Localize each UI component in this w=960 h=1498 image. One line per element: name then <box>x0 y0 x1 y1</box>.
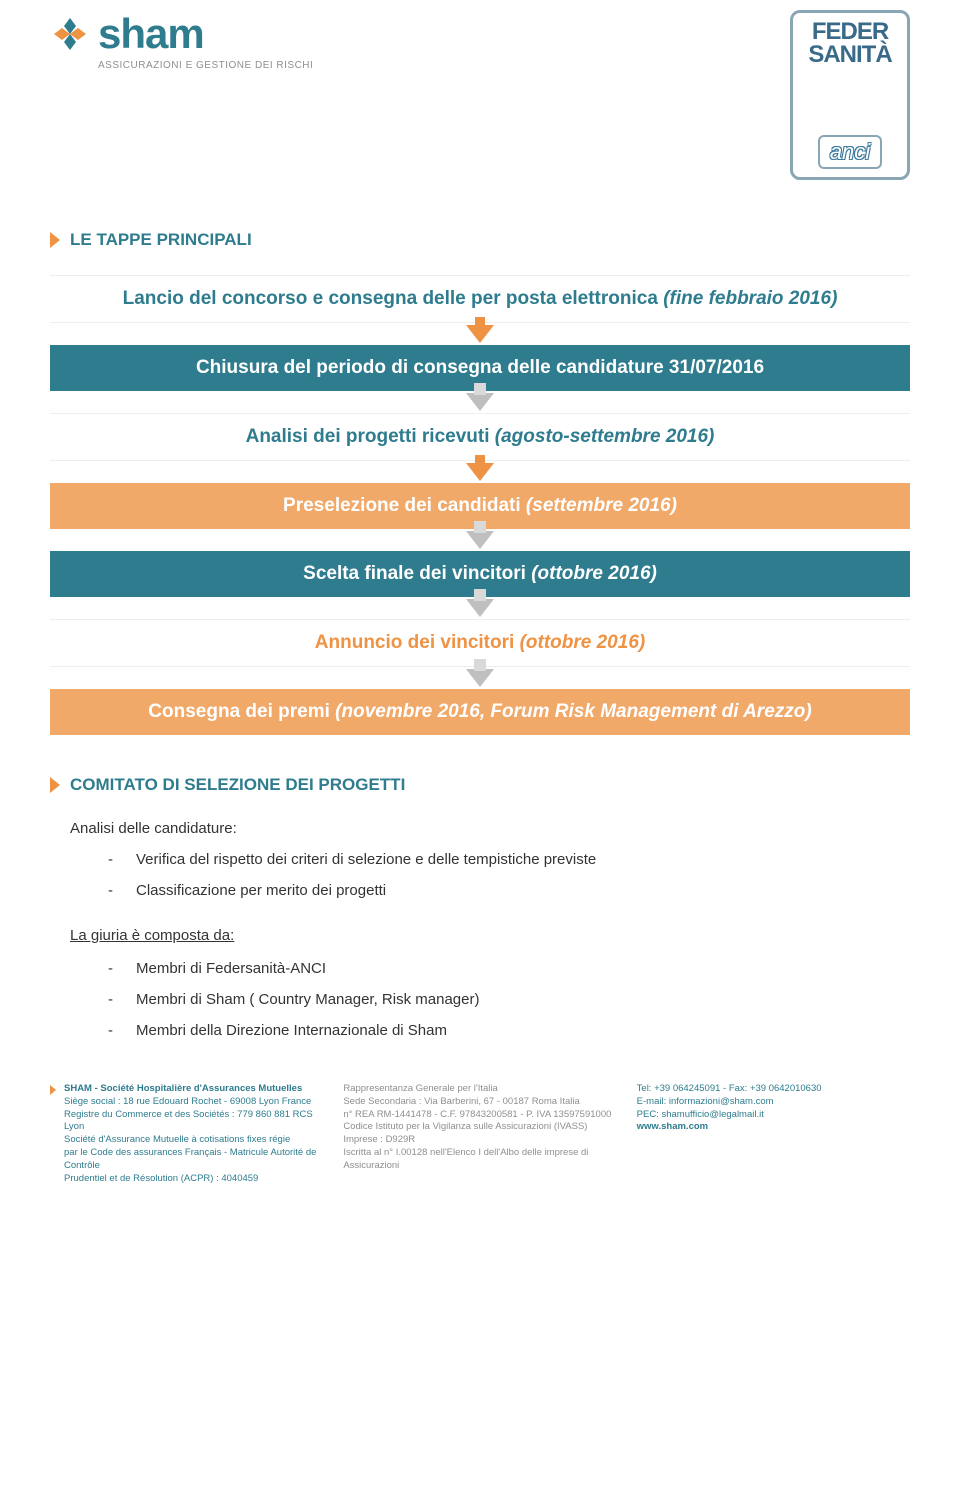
footer-line: Sede Secondaria : Via Barberini, 67 - 00… <box>343 1096 616 1109</box>
bullet-dash: - <box>108 851 118 868</box>
footer-col-middle: Rappresentanza Generale per l'ItaliaSede… <box>343 1083 616 1173</box>
flow-step-main: Annuncio dei vincitori <box>315 632 520 653</box>
footer-line: PEC: shamufficio@legalmail.it <box>637 1109 910 1122</box>
footer-line: Siège social : 18 rue Edouard Rochet - 6… <box>64 1096 323 1109</box>
heading-tappe: LE TAPPE PRINCIPALI <box>70 230 252 250</box>
footer-line: Tel: +39 064245091 - Fax: +39 0642010630 <box>637 1083 910 1096</box>
footer-line: Société d'Assurance Mutuelle à cotisatio… <box>64 1134 323 1147</box>
analysis-label: Analisi delle candidature: <box>70 820 910 837</box>
footer-line: par le Code des assurances Français - Ma… <box>64 1147 323 1173</box>
analysis-bullets: - Verifica del rispetto dei criteri di se… <box>108 851 910 899</box>
bullet-dash: - <box>108 960 118 977</box>
feder-anci: anci <box>818 135 882 169</box>
chevron-icon <box>50 1085 56 1095</box>
flow-step-main: Chiusura del periodo di consegna delle c… <box>196 357 764 378</box>
sham-logo: sham ASSICURAZIONI E GESTIONE DEI RISCHI <box>50 10 313 71</box>
footer-col-right: Tel: +39 064245091 - Fax: +39 0642010630… <box>637 1083 910 1134</box>
sham-tagline: ASSICURAZIONI E GESTIONE DEI RISCHI <box>98 60 313 71</box>
footer-line: Prudentiel et de Résolution (ACPR) : 404… <box>64 1173 323 1186</box>
flow-step-date: (settembre 2016) <box>526 495 677 516</box>
bullet-dash: - <box>108 1022 118 1039</box>
flow-diagram: Lancio del concorso e consegna delle per… <box>50 275 910 735</box>
footer-line: Iscritta al n° I.00128 nell'Elenco I del… <box>343 1147 616 1173</box>
bullet-item: - Membri di Sham ( Country Manager, Risk … <box>108 991 910 1008</box>
sham-icon <box>50 14 90 54</box>
section-heading-tappe: LE TAPPE PRINCIPALI <box>50 230 910 250</box>
bullet-text: Membri di Sham ( Country Manager, Risk m… <box>136 991 479 1008</box>
flow-step-date: (ottobre 2016) <box>520 632 646 653</box>
footer-line: Registre du Commerce et des Sociétés : 7… <box>64 1109 323 1135</box>
heading-comitato: COMITATO DI SELEZIONE DEI PROGETTI <box>70 775 405 795</box>
footer-line: E-mail: informazioni@sham.com <box>637 1096 910 1109</box>
arrow-down-icon <box>466 599 494 617</box>
jury-bullets: - Membri di Federsanità-ANCI - Membri di Sh… <box>108 960 910 1039</box>
chevron-icon <box>50 232 60 248</box>
footer: SHAM - Société Hospitalière d'Assurances… <box>50 1053 910 1206</box>
flow-step: Consegna dei premi (novembre 2016, Forum… <box>50 689 910 735</box>
footer-line: n° REA RM-1441478 - C.F. 97843200581 - P… <box>343 1109 616 1122</box>
footer-line: Codice Istituto per la Vigilanza sulle A… <box>343 1121 616 1147</box>
arrow-down-icon <box>466 669 494 687</box>
footer-line: SHAM - Société Hospitalière d'Assurances… <box>64 1083 323 1096</box>
section-heading-comitato: COMITATO DI SELEZIONE DEI PROGETTI <box>50 775 910 795</box>
feder-line2: SANITÀ <box>808 44 891 67</box>
bullet-text: Verifica del rispetto dei criteri di sel… <box>136 851 596 868</box>
footer-col-left: SHAM - Société Hospitalière d'Assurances… <box>50 1083 323 1186</box>
chevron-icon <box>50 777 60 793</box>
arrow-down-icon <box>466 531 494 549</box>
bullet-text: Classificazione per merito dei progetti <box>136 882 386 899</box>
flow-step-date: (novembre 2016, Forum Risk Management di… <box>335 701 812 722</box>
arrow-down-icon <box>466 463 494 481</box>
bullet-item: - Membri di Federsanità-ANCI <box>108 960 910 977</box>
bullet-dash: - <box>108 882 118 899</box>
footer-line: www.sham.com <box>637 1121 910 1134</box>
bullet-text: Membri di Federsanità-ANCI <box>136 960 326 977</box>
flow-step-main: Consegna dei premi <box>148 701 335 722</box>
flow-step-date: (agosto-settembre 2016) <box>495 426 715 447</box>
jury-label: La giuria è composta da: <box>70 927 910 944</box>
arrow-down-icon <box>466 325 494 343</box>
flow-step-date: (ottobre 2016) <box>531 563 657 584</box>
arrow-down-icon <box>466 393 494 411</box>
bullet-item: - Classificazione per merito dei progetti <box>108 882 910 899</box>
header-logos: sham ASSICURAZIONI E GESTIONE DEI RISCHI… <box>50 0 910 210</box>
bullet-text: Membri della Direzione Internazionale di… <box>136 1022 447 1039</box>
federsanita-logo: FEDER SANITÀ anci <box>790 10 910 180</box>
footer-line: Rappresentanza Generale per l'Italia <box>343 1083 616 1096</box>
flow-step-main: Preselezione dei candidati <box>283 495 526 516</box>
bullet-dash: - <box>108 991 118 1008</box>
flow-step-main: Scelta finale dei vincitori <box>303 563 531 584</box>
bullet-item: - Verifica del rispetto dei criteri di se… <box>108 851 910 868</box>
flow-step-main: Analisi dei progetti ricevuti <box>246 426 495 447</box>
flow-step-main: Lancio del concorso e consegna delle per… <box>123 288 664 309</box>
bullet-item: - Membri della Direzione Internazionale d… <box>108 1022 910 1039</box>
flow-step-date: (fine febbraio 2016) <box>663 288 837 309</box>
sham-wordmark: sham <box>98 10 204 58</box>
